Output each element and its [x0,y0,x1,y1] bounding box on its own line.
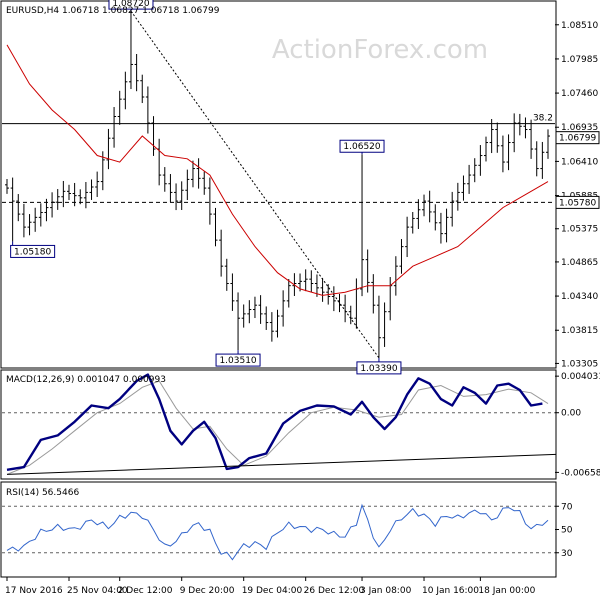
price-axis-label: 1.05375 [561,225,598,235]
x-axis-label: 19 Dec 04:00 [242,586,303,596]
macd-header: MACD(12,26,9) 0.001047 0.000993 [6,375,166,385]
support-price-text: 1.05780 [559,198,596,208]
price-axis-label: 1.03305 [561,359,598,369]
x-axis: 17 Nov 2016 25 Nov 04:002 Dec 12:00 9 Dec … [5,577,536,596]
annotation-box [215,353,261,367]
rsi-header: RSI(14) 56.5466 [6,488,79,498]
support-price-box [555,195,600,209]
macd-axis-label: 0.004031 [561,372,600,382]
price-axis-label: 1.06410 [561,157,598,167]
x-axis-label: 2 Dec 12:00 [118,586,173,596]
x-axis-label: 26 Dec 12:00 [304,586,365,596]
macd-line [6,373,543,471]
price-panel-frame [0,0,557,369]
annotation-box [10,244,56,258]
moving-average-line [6,44,549,296]
annotation-label: 1.06520 [343,142,380,152]
annotation-box [356,361,402,375]
annotation-label: 1.08720 [112,0,149,9]
price-axis-label: 1.04865 [561,258,598,268]
retracement-label: 38.2 [533,114,553,124]
price-axis-label: 1.04340 [561,292,598,302]
x-axis-label: 25 Nov 04:00 [67,586,128,596]
x-axis-label: 17 Nov 2016 [5,586,63,596]
macd-axis-label: -0.006582 [561,468,600,478]
macd-layer: 0.004031 0.00 -0.006582 [2,372,600,478]
watermark: ActionForex.com [272,35,488,65]
rsi-axis-label: 70 [561,502,573,512]
price-axis-label: 1.07460 [561,89,598,99]
x-axis-label: 18 Jan 00:00 [478,586,535,596]
annotation-label: 1.03510 [219,356,256,366]
price-header: EURUSD,H4 1.06718 1.06827 1.06718 1.0679… [6,6,220,16]
macd-trendline [6,453,557,475]
x-axis-label: 3 Jan 08:00 [360,586,412,596]
x-axis-label: 10 Jan 16:00 [422,586,479,596]
current-price-text: 1.06799 [559,134,596,144]
macd-signal-line [6,380,549,475]
macd-axis-label: 0.00 [561,409,581,419]
current-price-box [555,131,600,145]
price-axis-label: 1.08510 [561,21,598,31]
price-axis-label: 1.07985 [561,55,598,65]
price-axis-label: 1.03815 [561,326,598,336]
rsi-axis-label: 50 [561,526,573,536]
macd-panel-frame [0,369,557,480]
annotation-label: 1.03390 [360,364,397,374]
x-axis-label: 9 Dec 20:00 [180,586,235,596]
price-trendline [130,10,380,359]
price-axis-label: 1.06935 [561,123,598,133]
rsi-layer: 70 50 30 [2,502,573,561]
rsi-axis-label: 30 [561,549,573,559]
annotation-box [339,139,385,153]
rsi-line [6,503,549,561]
price-layer: 1.085101.079851.074601.069351.064101.058… [2,0,600,375]
annotation-label: 1.05180 [14,247,51,257]
annotation-box [108,0,154,10]
